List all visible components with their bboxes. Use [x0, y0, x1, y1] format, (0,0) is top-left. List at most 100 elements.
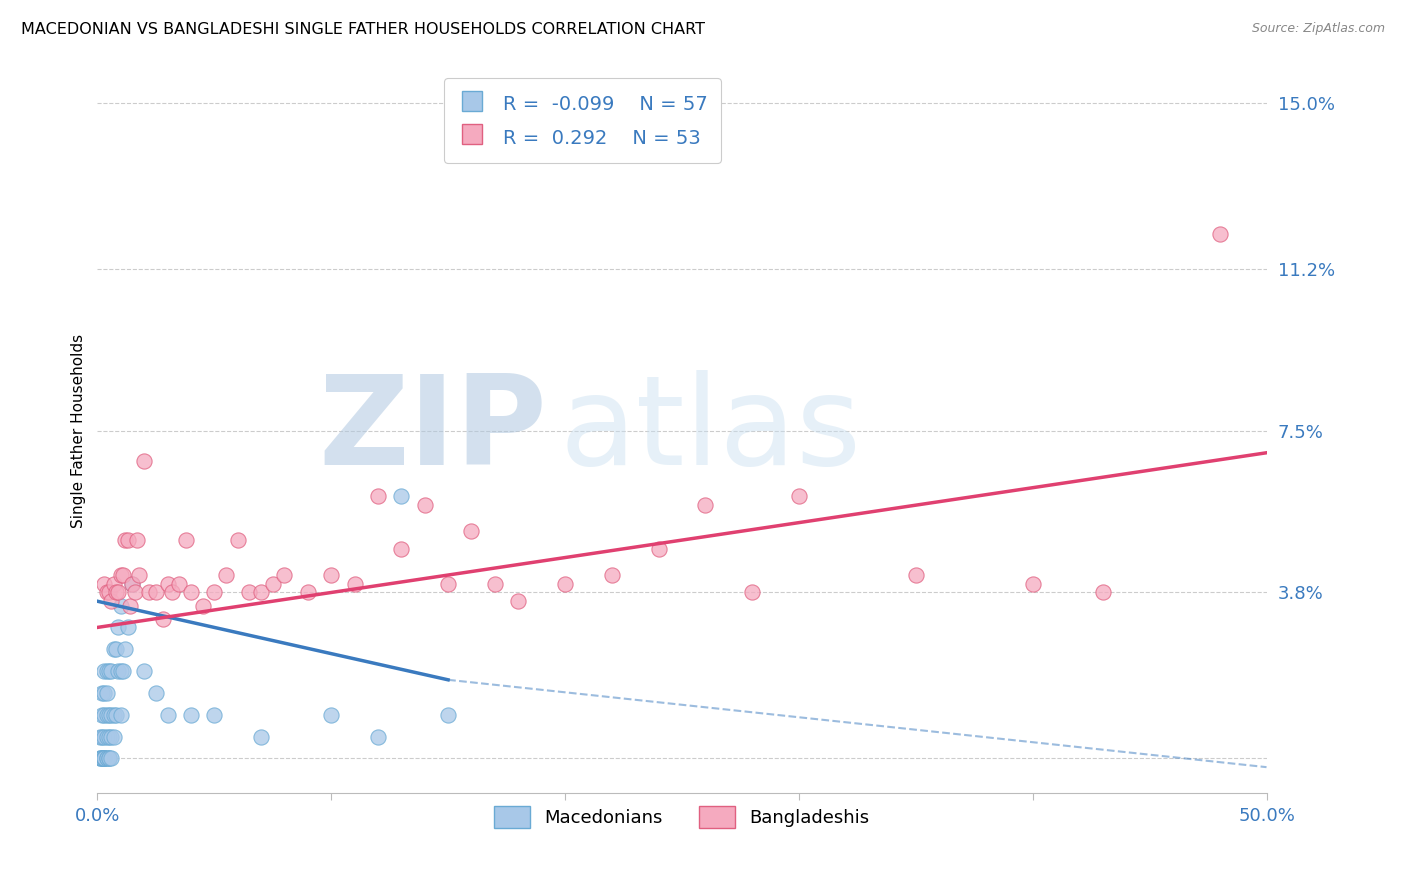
Point: [112, 568, 135, 582]
Point: [107, 620, 129, 634]
Point: [508, 594, 530, 608]
Point: [145, 585, 167, 599]
Point: [103, 707, 125, 722]
Point: [134, 454, 156, 468]
Point: [600, 568, 623, 582]
Point: [98, 751, 121, 765]
Point: [741, 585, 763, 599]
Point: [93, 751, 115, 765]
Point: [96, 751, 118, 765]
Point: [110, 599, 132, 613]
Point: [91, 751, 114, 765]
Point: [262, 576, 284, 591]
Point: [100, 594, 122, 608]
Point: [647, 541, 669, 556]
Point: [1209, 227, 1232, 242]
Point: [145, 686, 167, 700]
Point: [100, 664, 122, 678]
Point: [695, 498, 717, 512]
Point: [96, 707, 118, 722]
Point: [110, 664, 132, 678]
Point: [93, 751, 115, 765]
Point: [250, 730, 273, 744]
Point: [93, 664, 115, 678]
Point: [437, 576, 460, 591]
Point: [904, 568, 927, 582]
Point: [1021, 576, 1043, 591]
Point: [120, 599, 142, 613]
Point: [110, 707, 132, 722]
Point: [156, 707, 179, 722]
Point: [389, 541, 412, 556]
Point: [96, 585, 118, 599]
Point: [215, 568, 238, 582]
Point: [321, 568, 343, 582]
Point: [100, 730, 122, 744]
Point: [554, 576, 576, 591]
Point: [202, 707, 225, 722]
Point: [134, 664, 156, 678]
Point: [93, 730, 115, 744]
Point: [226, 533, 249, 547]
Point: [103, 642, 125, 657]
Point: [91, 686, 114, 700]
Point: [191, 599, 214, 613]
Point: [297, 585, 319, 599]
Point: [91, 751, 114, 765]
Text: atlas: atlas: [560, 370, 862, 491]
Point: [105, 585, 128, 599]
Point: [121, 576, 143, 591]
Point: [174, 533, 197, 547]
Point: [107, 664, 129, 678]
Point: [202, 585, 225, 599]
Point: [91, 751, 114, 765]
Point: [91, 707, 114, 722]
Point: [180, 585, 202, 599]
Point: [128, 568, 150, 582]
Point: [114, 642, 136, 657]
Point: [103, 576, 125, 591]
Point: [96, 664, 118, 678]
Point: [389, 490, 412, 504]
Point: [98, 730, 121, 744]
Point: [152, 612, 174, 626]
Point: [138, 585, 160, 599]
Point: [110, 568, 132, 582]
Point: [321, 707, 343, 722]
Text: MACEDONIAN VS BANGLADESHI SINGLE FATHER HOUSEHOLDS CORRELATION CHART: MACEDONIAN VS BANGLADESHI SINGLE FATHER …: [21, 22, 704, 37]
Point: [127, 533, 149, 547]
Point: [93, 686, 115, 700]
Point: [100, 707, 122, 722]
Point: [112, 664, 135, 678]
Point: [93, 751, 115, 765]
Point: [89, 751, 111, 765]
Point: [160, 585, 183, 599]
Point: [98, 664, 121, 678]
Point: [96, 730, 118, 744]
Point: [114, 533, 136, 547]
Point: [367, 490, 389, 504]
Point: [98, 585, 121, 599]
Point: [93, 576, 115, 591]
Point: [89, 730, 111, 744]
Point: [117, 533, 139, 547]
Point: [98, 751, 121, 765]
Point: [787, 490, 810, 504]
Point: [367, 730, 389, 744]
Point: [105, 707, 128, 722]
Point: [98, 707, 121, 722]
Point: [117, 620, 139, 634]
Text: ZIP: ZIP: [319, 370, 547, 491]
Point: [1091, 585, 1114, 599]
Point: [484, 576, 506, 591]
Point: [238, 585, 260, 599]
Point: [100, 751, 122, 765]
Point: [96, 686, 118, 700]
Point: [250, 585, 273, 599]
Point: [107, 585, 129, 599]
Point: [156, 576, 179, 591]
Point: [180, 707, 202, 722]
Point: [460, 524, 482, 539]
Point: [89, 751, 111, 765]
Point: [413, 498, 436, 512]
